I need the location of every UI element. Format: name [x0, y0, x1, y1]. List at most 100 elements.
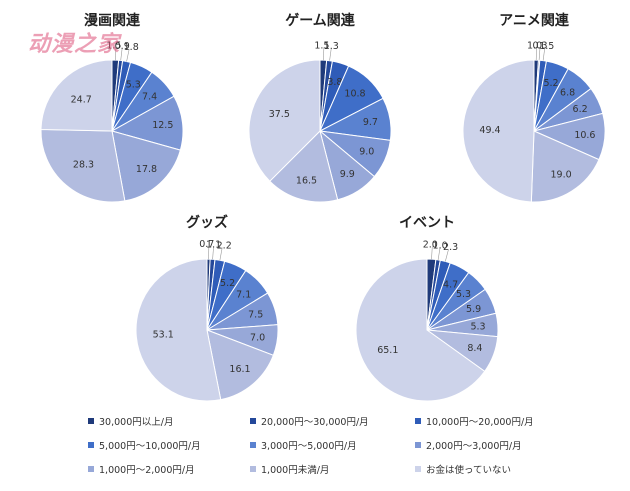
pie-slice: [530, 130, 600, 203]
slice-value-label: 5.9: [466, 304, 481, 315]
slice-value-label: 4.7: [443, 280, 458, 291]
legend-label: 20,000円～30,000円/月: [261, 417, 369, 428]
slice-value-label: 7.5: [248, 309, 263, 320]
slice-value-label: 12.5: [152, 120, 173, 131]
legend-item: 5,000円～10,000円/月: [88, 438, 201, 452]
slice-value-label: 1.5: [106, 40, 121, 51]
legend-item: 30,000円以上/月: [88, 414, 173, 428]
slice-value-label: 8.4: [467, 343, 482, 354]
pie-slice: [269, 130, 339, 203]
slice-value-label: 10.8: [344, 89, 365, 100]
legend-label: 1,000円未満/月: [261, 465, 330, 476]
legend-item: 20,000円～30,000円/月: [250, 414, 369, 428]
pie-slice: [206, 329, 274, 401]
pie-chart-1: 漫画関連 1.50.91.8 5.37.4 12.5 17.8 28.3 24.7: [40, 12, 184, 203]
slice-value-label: 17.8: [136, 164, 157, 175]
slice-value-label: 0.9: [115, 41, 130, 52]
label-leader-line: [431, 246, 433, 260]
slice-value-label: 7.0: [250, 332, 265, 343]
pie-chart-3: アニメ関連 1.00.31.5 5.26.8 6.2 10.6 19.0 49.4: [462, 12, 606, 203]
slice-value-label: 19.0: [551, 169, 572, 180]
legend-item: 1,000円未満/月: [250, 462, 329, 476]
legend-item: 10,000円～20,000円/月: [415, 414, 534, 428]
label-leader-line: [538, 47, 541, 61]
pie-title: イベント: [399, 215, 455, 231]
label-leader-line: [120, 47, 123, 61]
slice-value-label: 1.0: [527, 40, 542, 51]
legend-swatch: [415, 466, 421, 472]
legend-swatch: [88, 466, 94, 472]
pie-slice: [111, 130, 181, 202]
legend-item: 3,000円～5,000円/月: [250, 438, 357, 452]
slice-value-label: 9.0: [359, 147, 374, 158]
pie-slice: [40, 128, 126, 203]
legend-item: 1,000円～2,000円/月: [88, 462, 195, 476]
legend-swatch: [88, 442, 94, 448]
slice-value-label: 9.7: [363, 117, 378, 128]
slice-value-label: 1.0: [433, 240, 448, 251]
slice-value-label: 1.3: [324, 41, 339, 52]
slice-value-label: 7.1: [236, 289, 251, 300]
legend-swatch: [415, 442, 421, 448]
pie-title: ゲーム関連: [285, 12, 356, 29]
slice-value-label: 24.7: [71, 95, 92, 106]
pie-slice: [462, 59, 535, 203]
legend-swatch: [250, 466, 256, 472]
pie-slice: [40, 59, 113, 132]
slice-value-label: 37.5: [269, 109, 290, 120]
legend-label: 30,000円以上/月: [99, 417, 174, 428]
slice-value-label: 49.4: [479, 125, 500, 136]
legend-label: 5,000円～10,000円/月: [99, 441, 201, 452]
legend-label: 1,000円～2,000円/月: [99, 465, 195, 476]
slice-value-label: 1.5: [539, 41, 554, 52]
slice-value-label: 2.2: [217, 241, 232, 252]
legend-label: 10,000円～20,000円/月: [426, 417, 534, 428]
pie-slice: [355, 258, 486, 402]
slice-value-label: 5.3: [456, 289, 471, 300]
slice-value-label: 2.3: [443, 242, 458, 253]
slice-value-label: 5.2: [220, 278, 235, 289]
slice-value-label: 10.6: [574, 130, 595, 141]
slice-value-label: 6.2: [573, 104, 588, 115]
slice-value-label: 16.5: [296, 175, 317, 186]
slice-value-label: 0.7: [199, 239, 214, 250]
slice-value-label: 0.3: [532, 40, 547, 51]
legend-item: 2,000円～3,000円/月: [415, 438, 522, 452]
legend-swatch: [415, 418, 421, 424]
label-leader-line: [219, 247, 223, 261]
slice-value-label: 7.4: [142, 91, 157, 102]
pie-slice: [248, 59, 321, 182]
slice-value-label: 5.3: [126, 80, 141, 91]
pie-chart-4: グッズ 0.71.12.2 5.27.1 7.5 7.0 16.1 53.1: [135, 214, 279, 402]
slice-value-label: 16.1: [229, 364, 250, 375]
slice-value-label: 9.9: [340, 169, 355, 180]
label-leader-line: [115, 47, 117, 61]
label-leader-line: [445, 249, 449, 262]
legend-swatch: [250, 418, 256, 424]
slice-value-label: 5.2: [543, 78, 558, 89]
label-leader-line: [212, 246, 214, 260]
label-leader-line: [323, 47, 325, 61]
slice-value-label: 6.8: [560, 87, 575, 98]
label-leader-line: [542, 47, 546, 61]
pie-title: グッズ: [186, 214, 228, 231]
slice-value-label: 28.3: [73, 160, 94, 171]
slice-value-label: 5.3: [470, 321, 485, 332]
legend-label: 2,000円～3,000円/月: [426, 441, 522, 452]
pie-slice: [135, 258, 222, 402]
label-leader-line: [329, 47, 332, 61]
slice-value-label: 3.8: [327, 77, 342, 88]
slice-value-label: 1.1: [206, 240, 221, 251]
label-leader-line: [437, 247, 441, 260]
pie-chart-2: ゲーム関連 1.51.3 3.810.8 9.7 9.0 9.9 16.5 37.5: [248, 12, 392, 203]
legend-label: 3,000円～5,000円/月: [261, 441, 357, 452]
legend-label: お金は使っていない: [426, 465, 512, 476]
slice-value-label: 1.5: [314, 40, 329, 51]
chart-legend: 30,000円以上/月 20,000円～30,000円/月 10,000円～20,0…: [0, 410, 630, 491]
pie-title: 漫画関連: [84, 12, 141, 29]
slice-value-label: 65.1: [377, 345, 398, 356]
legend-swatch: [250, 442, 256, 448]
label-leader-line: [126, 48, 130, 62]
